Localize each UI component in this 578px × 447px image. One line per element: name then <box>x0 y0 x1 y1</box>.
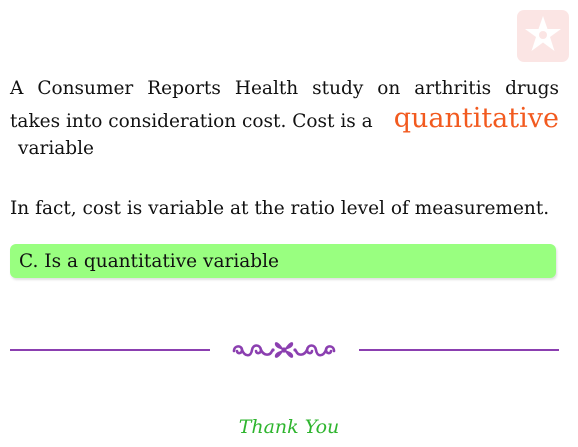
star-flower-logo-icon <box>517 10 569 62</box>
highlight-term: quantitative <box>393 103 559 134</box>
divider-line-right <box>359 349 559 351</box>
divider-line-left <box>10 349 210 351</box>
word: A <box>10 78 24 99</box>
answer-box: C. Is a quantitative variable <box>10 244 556 278</box>
logo <box>517 10 569 62</box>
explanation-paragraph: In fact, cost is variable at the ratio l… <box>10 198 550 219</box>
word: drugs <box>505 78 559 99</box>
word: Consumer <box>37 78 134 99</box>
word: Health <box>234 78 299 99</box>
paragraph-line-1: A Consumer Reports Health study on arthr… <box>10 74 559 104</box>
floral-ornament-icon <box>232 342 336 358</box>
paragraph-line-3: variable <box>18 138 94 159</box>
word: Reports <box>147 78 221 99</box>
answer-text: C. Is a quantitative variable <box>19 250 279 272</box>
thank-you-text: Thank You <box>238 416 340 438</box>
paragraph-line-2-text: takes into consideration cost. Cost is a <box>10 111 373 132</box>
question-paragraph: A Consumer Reports Health study on arthr… <box>10 74 559 164</box>
paragraph-line-2: takes into consideration cost. Cost is a… <box>10 104 559 134</box>
word: study <box>312 78 364 99</box>
word: arthritis <box>414 78 492 99</box>
word: on <box>377 78 401 99</box>
